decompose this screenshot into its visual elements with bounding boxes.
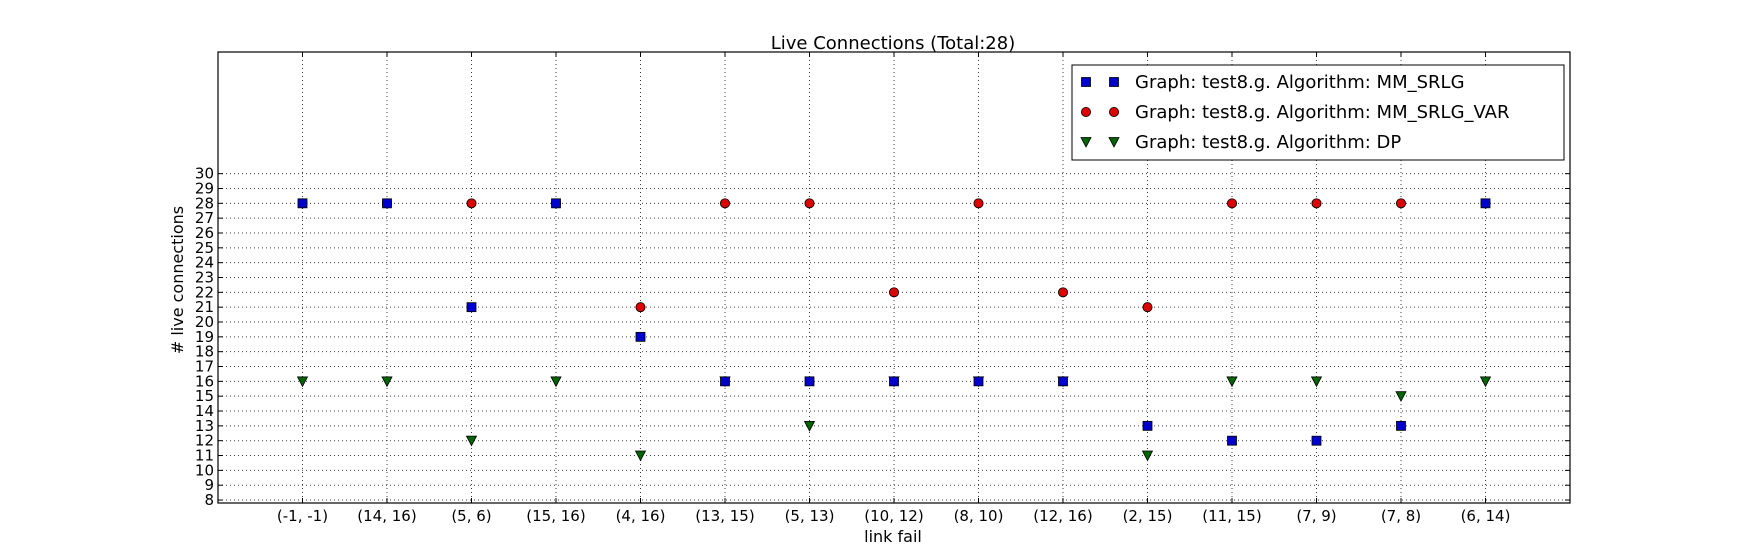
data-point bbox=[1142, 302, 1153, 313]
data-point bbox=[635, 331, 646, 342]
data-markers bbox=[296, 198, 1492, 462]
legend-entry: Graph: test8.g. Algorithm: DP bbox=[1080, 132, 1401, 153]
y-tick-label: 11 bbox=[195, 447, 214, 465]
data-point bbox=[1311, 198, 1322, 209]
data-point bbox=[1226, 376, 1238, 388]
series-0 bbox=[297, 198, 1491, 446]
y-tick-label: 9 bbox=[204, 476, 214, 494]
y-tick-label: 10 bbox=[195, 461, 214, 479]
legend-marker bbox=[1081, 107, 1092, 118]
y-tick-label: 27 bbox=[195, 209, 214, 227]
data-point bbox=[1480, 198, 1491, 209]
x-tick-label: (14, 16) bbox=[357, 507, 416, 525]
data-point bbox=[381, 376, 393, 388]
data-point bbox=[1058, 287, 1069, 298]
y-tick-label: 17 bbox=[195, 358, 214, 376]
legend-label: Graph: test8.g. Algorithm: DP bbox=[1135, 132, 1401, 153]
x-tick-label: (13, 15) bbox=[695, 507, 754, 525]
y-tick-label: 8 bbox=[204, 491, 214, 509]
data-point bbox=[1227, 198, 1238, 209]
y-axis-label: # live connections bbox=[168, 206, 187, 354]
x-tick-label: (15, 16) bbox=[526, 507, 585, 525]
data-point bbox=[973, 376, 984, 387]
data-point bbox=[804, 198, 815, 209]
chart-title: Live Connections (Total:28) bbox=[771, 33, 1015, 54]
data-point bbox=[1058, 376, 1068, 387]
data-point bbox=[550, 376, 562, 388]
legend-marker bbox=[1080, 137, 1092, 148]
y-tick-label: 23 bbox=[195, 269, 214, 287]
data-point bbox=[465, 435, 478, 447]
y-tick-label: 21 bbox=[195, 298, 214, 316]
data-point bbox=[296, 376, 309, 388]
y-tick-label: 26 bbox=[195, 224, 214, 242]
y-tick-label: 30 bbox=[195, 165, 214, 183]
y-tick-label: 12 bbox=[195, 432, 214, 450]
legend-marker bbox=[1108, 137, 1120, 148]
data-point bbox=[1396, 198, 1407, 209]
data-point bbox=[720, 198, 731, 209]
y-tick-label: 16 bbox=[195, 372, 214, 390]
data-point bbox=[466, 302, 477, 313]
data-point bbox=[973, 198, 984, 209]
data-point bbox=[634, 450, 647, 462]
data-point bbox=[466, 198, 477, 209]
data-point bbox=[1142, 420, 1153, 431]
data-point bbox=[720, 376, 730, 387]
legend-label: Graph: test8.g. Algorithm: MM_SRLG bbox=[1135, 72, 1465, 93]
data-point bbox=[1141, 450, 1154, 462]
y-tick-label: 28 bbox=[195, 194, 214, 212]
x-tick-label: (5, 13) bbox=[785, 507, 835, 525]
data-point bbox=[804, 376, 815, 387]
legend-marker bbox=[1109, 107, 1120, 118]
data-point bbox=[1395, 391, 1407, 403]
x-tick-label: (7, 9) bbox=[1296, 507, 1336, 525]
x-axis-label: link fail bbox=[864, 527, 922, 546]
legend-box bbox=[1071, 64, 1565, 161]
data-point bbox=[1396, 420, 1406, 431]
x-tick-label: (12, 16) bbox=[1033, 507, 1092, 525]
data-point bbox=[297, 198, 308, 209]
legend-entry: Graph: test8.g. Algorithm: MM_SRLG bbox=[1081, 72, 1465, 93]
y-tick-label: 24 bbox=[195, 254, 214, 272]
x-tick-label: (7, 8) bbox=[1381, 507, 1421, 525]
data-point bbox=[889, 376, 899, 387]
x-tick-label: (-1, -1) bbox=[277, 507, 328, 525]
data-point bbox=[803, 420, 816, 432]
data-point bbox=[635, 302, 646, 313]
legend-marker bbox=[1109, 77, 1119, 87]
y-tick-labels: 8910111213141516171819202122232425262728… bbox=[195, 165, 214, 509]
x-tick-label: (8, 10) bbox=[954, 507, 1004, 525]
legend: Graph: test8.g. Algorithm: MM_SRLG Graph:… bbox=[1071, 64, 1565, 161]
data-point bbox=[1311, 435, 1322, 446]
y-tick-label: 13 bbox=[195, 417, 214, 435]
legend-label: Graph: test8.g. Algorithm: MM_SRLG_VAR bbox=[1135, 102, 1510, 123]
y-tick-label: 19 bbox=[195, 328, 214, 346]
data-point bbox=[1479, 376, 1492, 388]
x-tick-label: (10, 12) bbox=[864, 507, 923, 525]
data-point bbox=[1227, 435, 1237, 446]
x-tick-label: (4, 16) bbox=[616, 507, 666, 525]
x-tick-labels: (-1, -1) (14, 16) (5, 6) (15, 16) (4, 16) (13… bbox=[277, 507, 1511, 525]
data-point bbox=[551, 198, 561, 209]
legend-marker bbox=[1081, 77, 1091, 87]
data-point bbox=[1310, 376, 1323, 388]
y-tick-label: 20 bbox=[195, 313, 214, 331]
legend-entry: Graph: test8.g. Algorithm: MM_SRLG_VAR bbox=[1081, 102, 1510, 123]
y-tick-label: 22 bbox=[195, 283, 214, 301]
y-tick-label: 15 bbox=[195, 387, 214, 405]
y-tick-label: 18 bbox=[195, 343, 214, 361]
data-point bbox=[382, 198, 392, 209]
x-tick-label: (2, 15) bbox=[1123, 507, 1173, 525]
x-tick-label: (11, 15) bbox=[1202, 507, 1261, 525]
axis-ticks bbox=[218, 52, 1570, 503]
x-tick-label: (6, 14) bbox=[1461, 507, 1511, 525]
y-tick-label: 29 bbox=[195, 179, 214, 197]
y-tick-label: 14 bbox=[195, 402, 214, 420]
x-tick-label: (5, 6) bbox=[451, 507, 491, 525]
data-point bbox=[889, 287, 900, 298]
y-tick-label: 25 bbox=[195, 239, 214, 257]
